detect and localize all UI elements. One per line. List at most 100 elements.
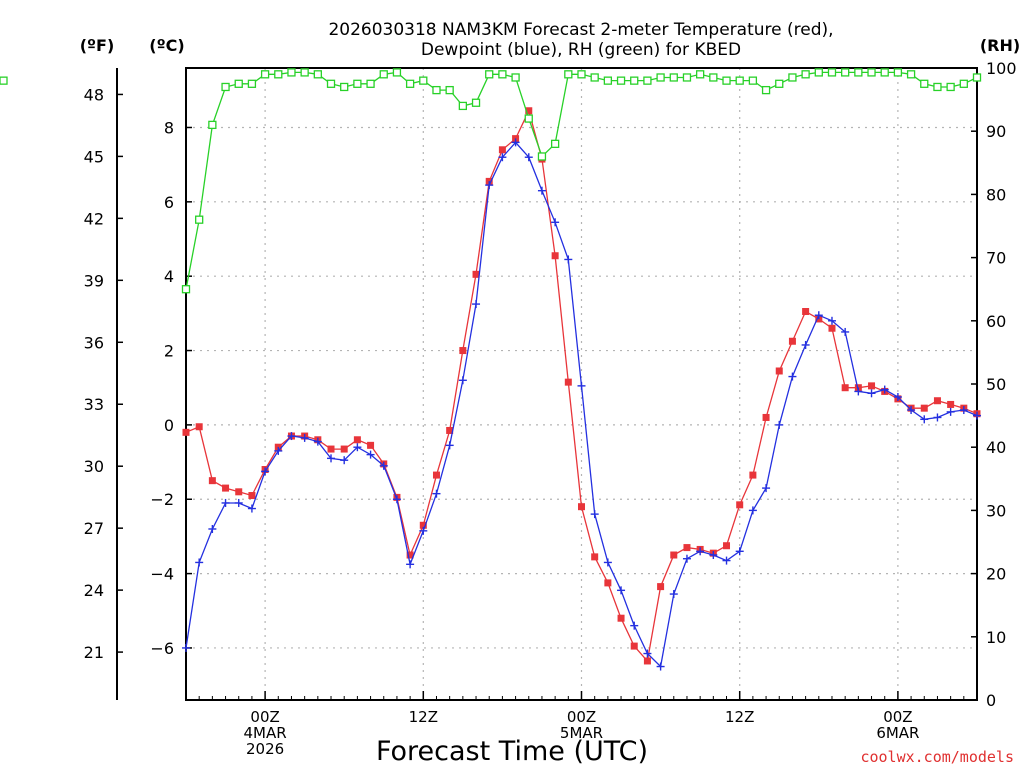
rh-point — [775, 79, 784, 88]
x-tick-label: 12Z — [725, 708, 754, 726]
rh-point — [392, 68, 402, 77]
temperature-point — [525, 107, 533, 115]
rh-point — [616, 76, 626, 85]
dewpoint-point — [973, 411, 981, 420]
dewpoint-point — [182, 643, 190, 652]
temperature-point — [340, 445, 348, 453]
dewpoint-point — [195, 558, 204, 567]
dewpoint-point — [814, 311, 823, 320]
dewpoint-point — [353, 443, 362, 452]
rh-point — [748, 76, 758, 85]
dewpoint-point — [287, 432, 296, 441]
rh-point — [577, 70, 586, 79]
dewpoint-point — [577, 381, 586, 390]
celsius-tick-label: 6 — [164, 193, 174, 212]
rh-point — [274, 70, 283, 79]
rh-point — [379, 70, 388, 79]
rh-tick-label: 50 — [986, 375, 1006, 394]
dewpoint-point — [406, 560, 415, 569]
dewpoint-point — [419, 526, 428, 535]
dewpoint-point — [313, 437, 322, 446]
rh-point — [485, 70, 494, 79]
dewpoint-point — [656, 662, 665, 671]
rh-tick-label: 90 — [986, 122, 1006, 141]
temperature-point — [920, 404, 928, 412]
temperature-point — [208, 477, 216, 485]
temperature-point — [868, 382, 876, 390]
rh-tick-label: 60 — [986, 312, 1006, 331]
dewpoint-point — [472, 300, 481, 309]
x-tick-label: 00Z — [567, 708, 596, 726]
celsius-tick-label: −2 — [150, 490, 174, 509]
dewpoint-point — [841, 327, 850, 336]
rh-point — [893, 68, 903, 77]
rh-point — [300, 68, 309, 77]
dewpoint-point — [735, 547, 744, 556]
temperature-point — [446, 426, 454, 434]
x-tick-label: 4MAR — [244, 724, 287, 742]
temperature-point — [564, 378, 572, 386]
temperature-point — [933, 397, 941, 405]
rh-point — [841, 68, 850, 77]
rh-tick-label: 20 — [986, 565, 1006, 584]
rh-tick-label: 80 — [986, 185, 1006, 204]
dewpoint-point — [617, 586, 626, 595]
temperature-point — [762, 413, 770, 421]
dewpoint-point — [775, 420, 784, 429]
fahrenheit-tick-label: 42 — [84, 209, 104, 228]
temperature-point — [406, 551, 414, 559]
rh-tick-label: 10 — [986, 628, 1006, 647]
temperature-point — [617, 614, 625, 622]
fahrenheit-tick-label: 39 — [84, 271, 104, 290]
rh-point — [340, 82, 349, 92]
rh-tick-label: 100 — [986, 59, 1017, 78]
fahrenheit-tick-label: 36 — [84, 333, 104, 352]
rh-point — [432, 85, 441, 95]
dewpoint-point — [564, 255, 573, 264]
rh-point — [854, 68, 863, 77]
celsius-unit-label: (ºC) — [149, 36, 184, 55]
temperature-point — [195, 423, 203, 431]
temperature-point — [459, 347, 467, 355]
fahrenheit-tick-label: 27 — [84, 519, 104, 538]
rh-point — [221, 82, 230, 92]
x-tick-label: 12Z — [409, 708, 438, 726]
dewpoint-point — [511, 138, 520, 147]
temperature-point — [327, 445, 335, 453]
temperature-point — [591, 553, 599, 561]
dewpoint-point — [261, 467, 270, 476]
fahrenheit-tick-label: 30 — [84, 457, 104, 476]
celsius-tick-label: 0 — [164, 416, 174, 435]
temperature-point — [604, 579, 612, 587]
rh-point — [511, 73, 520, 82]
dewpoint-point — [392, 495, 401, 504]
rh-point — [590, 73, 599, 82]
fahrenheit-tick-label: 45 — [84, 147, 104, 166]
rh-tick-label: 0 — [986, 691, 996, 710]
dewpoint-point — [643, 649, 652, 658]
rh-point — [643, 76, 652, 85]
dewpoint-point — [300, 433, 309, 442]
dewpoint-point — [867, 389, 876, 398]
rh-point — [880, 68, 889, 77]
dewpoint-point — [762, 484, 771, 493]
dewpoint-point — [893, 393, 902, 402]
dewpoint-point — [827, 316, 836, 325]
axes: 86420−2−4−648454239363330272421100908070… — [84, 59, 1017, 758]
dewpoint-point — [234, 498, 243, 507]
dewpoint-point — [458, 376, 467, 385]
chart-title-line2: Dewpoint (blue), RH (green) for KBED — [421, 40, 741, 60]
temperature-point — [353, 436, 361, 444]
rh-point — [498, 70, 507, 79]
temperature-point — [643, 657, 651, 665]
celsius-tick-label: 4 — [164, 267, 174, 286]
dewpoint-point — [379, 461, 388, 470]
dewpoint-point — [920, 415, 929, 424]
rh-point — [445, 85, 454, 95]
rh-point — [761, 85, 771, 95]
x-tick-label: 5MAR — [560, 724, 603, 742]
dewpoint-point — [537, 186, 546, 195]
rh-point — [682, 73, 692, 82]
x-tick-label: 00Z — [883, 708, 912, 726]
